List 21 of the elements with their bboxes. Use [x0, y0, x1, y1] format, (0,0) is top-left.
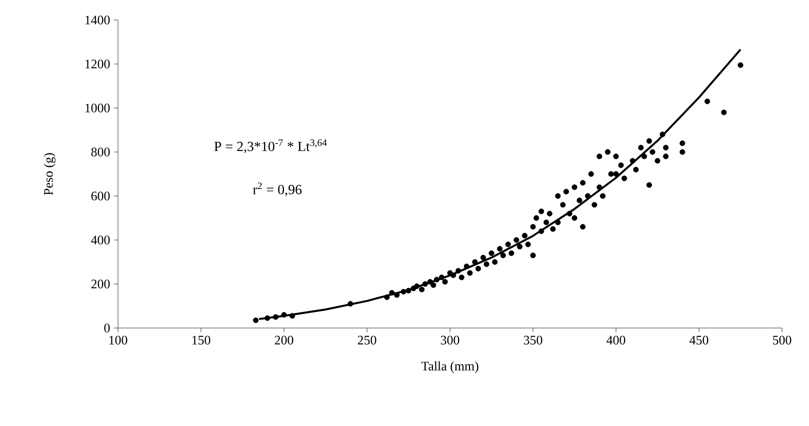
x-tick-label: 300 — [440, 336, 460, 345]
x-tick-label: 350 — [524, 336, 542, 345]
y-tick-label: 400 — [91, 236, 110, 244]
x-axis-title: Talla (mm) — [421, 361, 478, 374]
x-tick-label: 400 — [606, 336, 626, 345]
y-tick-label: 600 — [91, 192, 110, 200]
y-tick-label: 1200 — [85, 60, 110, 68]
x-tick-label: 500 — [773, 336, 792, 345]
x-tick-label: 200 — [274, 336, 294, 345]
x-tick-label: 100 — [109, 336, 128, 345]
annotation: P = 2,3*10$^{-7}$ * Lt$^{3,64}$ — [214, 139, 327, 154]
y-tick-label: 1400 — [85, 16, 110, 24]
x-tick-label: 150 — [192, 336, 210, 345]
y-axis-title: Peso (g) — [44, 153, 56, 196]
x-tick-label: 250 — [358, 336, 376, 345]
y-tick-label: 1000 — [85, 104, 110, 112]
y-tick-label: 0 — [104, 324, 110, 332]
y-tick-label: 800 — [91, 148, 110, 156]
x-tick-label: 450 — [690, 336, 708, 345]
y-tick-label: 200 — [91, 280, 110, 288]
annotation: r$^{2}$ = 0,96 — [253, 182, 302, 196]
